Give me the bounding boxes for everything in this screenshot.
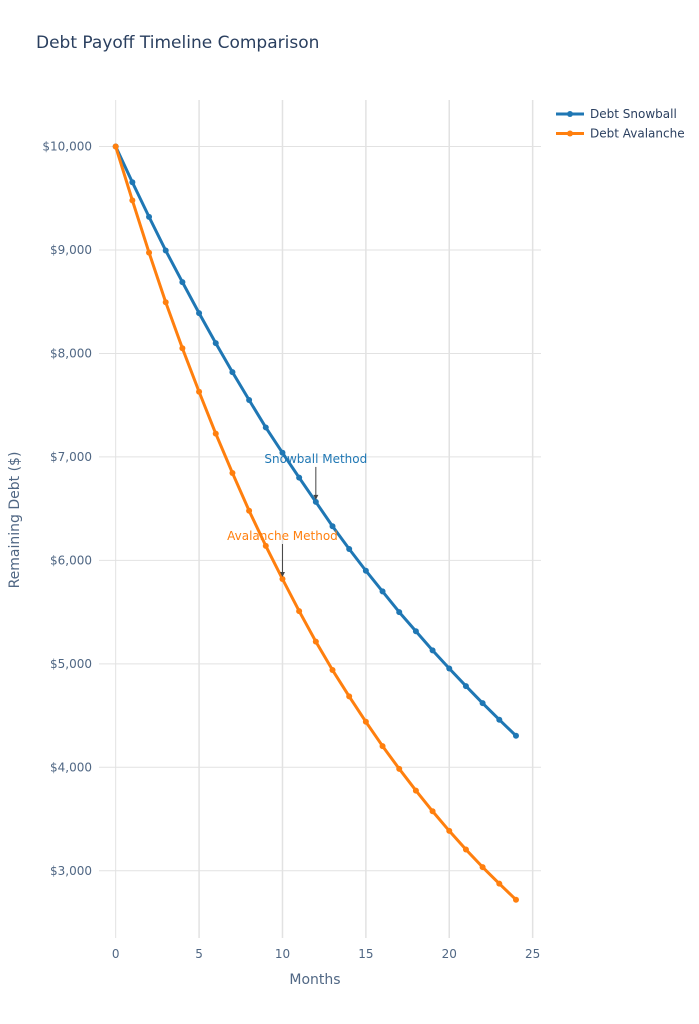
data-point <box>296 474 303 481</box>
data-point <box>279 449 286 456</box>
data-point <box>129 197 136 204</box>
data-point <box>212 340 219 347</box>
y-tick-label: $8,000 <box>50 346 92 360</box>
x-tick-label: 10 <box>275 947 290 961</box>
legend-item-snowball[interactable]: Debt Snowball <box>556 107 677 121</box>
x-tick-label: 25 <box>525 947 540 961</box>
data-point <box>329 523 336 530</box>
x-tick-label: 0 <box>112 947 120 961</box>
grid-layer <box>99 100 541 938</box>
x-tick-label: 5 <box>195 947 203 961</box>
data-point <box>279 576 286 583</box>
data-point <box>512 896 519 903</box>
data-point <box>196 388 203 395</box>
data-point <box>246 397 253 404</box>
data-point <box>296 608 303 615</box>
series-line-avalanche <box>114 145 518 902</box>
data-point <box>479 864 486 871</box>
data-point <box>346 546 353 553</box>
data-point <box>162 299 169 306</box>
data-point <box>329 667 336 674</box>
legend-swatch-marker <box>567 111 573 117</box>
legend-label: Debt Snowball <box>590 107 677 121</box>
annotation-arrowhead <box>279 572 285 578</box>
data-point <box>312 498 319 505</box>
y-tick-label: $7,000 <box>50 450 92 464</box>
data-point <box>396 765 403 772</box>
y-tick-label: $3,000 <box>50 864 92 878</box>
data-point <box>262 424 269 431</box>
data-point <box>446 665 453 672</box>
data-point <box>129 179 136 186</box>
legend-swatch-marker <box>567 130 573 137</box>
data-point <box>479 700 486 707</box>
data-point <box>146 249 153 256</box>
data-point <box>396 609 403 616</box>
data-point <box>512 732 519 739</box>
data-point <box>262 542 269 549</box>
data-point <box>379 743 386 750</box>
x-tick-label: 15 <box>358 947 373 961</box>
data-point <box>112 143 119 150</box>
data-point <box>179 345 186 352</box>
data-point <box>346 693 353 700</box>
data-point <box>162 247 169 254</box>
data-point <box>412 787 419 794</box>
chart-title: Debt Payoff Timeline Comparison <box>36 33 320 53</box>
data-point <box>246 507 253 514</box>
series-layer <box>112 143 519 903</box>
data-point <box>412 628 419 635</box>
legend-item-avalanche[interactable]: Debt Avalanche <box>556 127 685 141</box>
y-tick-label: $6,000 <box>50 553 92 567</box>
data-point <box>429 808 436 815</box>
y-tick-label: $10,000 <box>42 140 92 154</box>
data-point <box>146 213 153 220</box>
data-point <box>229 469 236 476</box>
data-point <box>312 638 319 645</box>
data-point <box>379 588 386 595</box>
y-tick-label: $4,000 <box>50 760 92 774</box>
annotation-label: Avalanche Method <box>227 529 338 543</box>
data-point <box>462 846 469 853</box>
data-point <box>496 880 503 887</box>
data-point <box>196 310 203 317</box>
data-point <box>212 430 219 437</box>
data-point <box>429 647 436 654</box>
x-tick-label: 20 <box>442 947 457 961</box>
y-tick-label: $9,000 <box>50 243 92 257</box>
legend[interactable]: Debt Snowball Debt Avalanche <box>556 107 685 141</box>
annotation-label: Snowball Method <box>264 452 367 466</box>
data-point <box>496 716 503 723</box>
y-tick-label: $5,000 <box>50 657 92 671</box>
axis-layer: 0 5 10 15 20 25 $3,000 $4,000 $5,000 $6,000 $7,000… <box>42 140 540 961</box>
data-point <box>362 567 369 574</box>
annotation-layer: Snowball Method Avalanche Method <box>227 452 367 578</box>
legend-label: Debt Avalanche <box>590 127 685 141</box>
data-point <box>462 683 469 690</box>
data-point <box>362 718 369 725</box>
annotation-arrowhead <box>313 494 319 500</box>
data-point <box>229 369 236 376</box>
series-line-snowball <box>114 145 518 738</box>
x-axis-title: Months <box>289 972 340 988</box>
y-axis-title: Remaining Debt ($) <box>7 452 23 589</box>
data-point <box>179 279 186 286</box>
data-point <box>446 827 453 834</box>
